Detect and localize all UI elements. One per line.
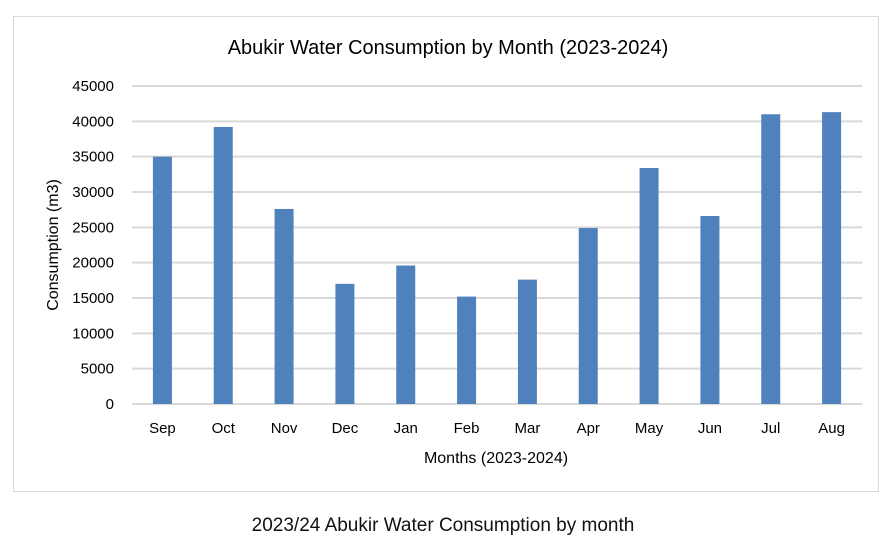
x-tick-label: Aug	[818, 420, 845, 437]
x-tick-label: Dec	[332, 420, 359, 437]
bar-aug	[822, 112, 842, 404]
y-tick-label: 15000	[72, 290, 114, 307]
y-tick-label: 35000	[72, 149, 114, 166]
y-tick-label: 30000	[72, 184, 114, 201]
x-tick-labels: Sep Oct Nov Dec Jan Feb Mar Apr May Jun Jul Aug	[149, 420, 845, 437]
x-axis-label: Months (2023-2024)	[424, 450, 568, 467]
chart-title: Abukir Water Consumption by Month (2023-…	[228, 37, 669, 59]
x-tick-label: Jun	[698, 420, 722, 437]
y-tick-label: 10000	[72, 325, 114, 342]
bar-dec	[335, 283, 355, 404]
x-tick-label: Nov	[271, 420, 298, 437]
y-tick-label: 0	[106, 396, 114, 413]
bar-oct	[213, 126, 233, 404]
x-tick-label: Apr	[577, 420, 600, 437]
bar-apr	[578, 228, 598, 404]
bar-sep	[152, 156, 172, 404]
y-tick-label: 40000	[72, 113, 114, 130]
x-tick-label: Jan	[394, 420, 418, 437]
gridlines	[132, 85, 862, 405]
figure-caption: 2023/24 Abukir Water Consumption by mont…	[251, 515, 635, 536]
bars	[152, 112, 842, 405]
x-tick-label: Feb	[454, 420, 480, 437]
bar-mar	[517, 279, 537, 404]
bar-jan	[396, 265, 416, 404]
y-tick-label: 45000	[72, 78, 114, 95]
bar-may	[639, 167, 659, 404]
bar-jun	[700, 216, 720, 404]
bar-nov	[274, 208, 294, 404]
x-tick-label: May	[635, 420, 664, 437]
bar-feb	[457, 296, 477, 404]
bar-jul	[761, 114, 781, 405]
x-tick-label: Oct	[212, 420, 236, 437]
y-tick-labels: 0 5000 10000 15000 20000 25000 30000 35000 40000…	[72, 78, 114, 413]
x-tick-label: Mar	[514, 420, 540, 437]
x-tick-label: Sep	[149, 420, 176, 437]
y-axis-label: Consumption (m3)	[45, 179, 62, 311]
y-tick-label: 25000	[72, 219, 114, 236]
y-tick-label: 20000	[72, 255, 114, 272]
y-tick-label: 5000	[81, 361, 114, 378]
x-tick-label: Jul	[761, 420, 780, 437]
